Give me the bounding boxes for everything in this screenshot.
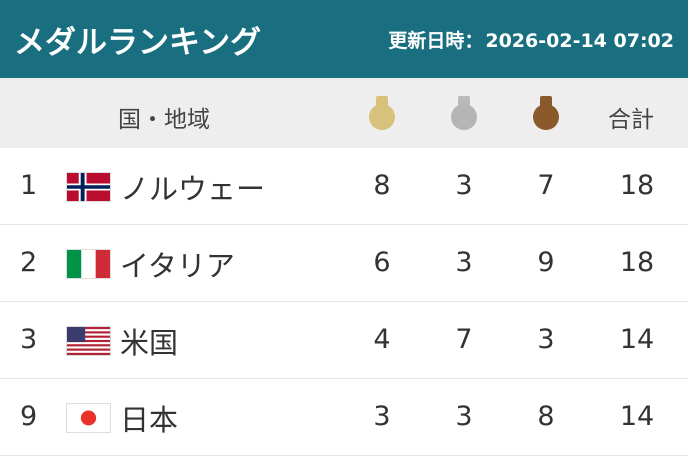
rank-value: 9 — [20, 401, 38, 432]
table-row[interactable]: 1 ノルウェー 8 3 7 18 — [0, 148, 688, 225]
gold-count: 3 — [373, 401, 391, 432]
norway-flag-icon — [66, 172, 111, 202]
silver-medal-icon — [451, 96, 477, 134]
updated-label: 更新日時： — [388, 29, 484, 52]
rank-value: 3 — [20, 324, 38, 355]
silver-count: 3 — [455, 170, 473, 201]
updated-value: 2026-02-14 07:02 — [485, 29, 674, 52]
gold-medal-icon — [369, 96, 395, 134]
bronze-count: 8 — [537, 401, 555, 432]
header-bar: メダルランキング 更新日時： 2026-02-14 07:02 — [0, 0, 688, 78]
gold-count: 4 — [373, 324, 391, 355]
page-title: メダルランキング — [14, 24, 262, 61]
country-name: イタリア — [120, 249, 235, 283]
gold-count: 8 — [373, 170, 391, 201]
rank-value: 1 — [20, 170, 38, 201]
column-header-country: 国・地域 — [118, 107, 210, 133]
silver-count: 3 — [455, 401, 473, 432]
table-row[interactable]: 2 イタリア 6 3 9 18 — [0, 225, 688, 302]
country-name: 米国 — [120, 326, 179, 360]
column-header-total: 合計 — [608, 107, 654, 133]
bronze-count: 3 — [537, 324, 555, 355]
table-row[interactable]: 9 日本 3 3 8 14 — [0, 379, 688, 456]
silver-count: 7 — [455, 324, 473, 355]
bronze-medal-icon — [533, 96, 559, 134]
italy-flag-icon — [66, 249, 111, 279]
country-name: 日本 — [120, 403, 179, 437]
usa-flag-icon — [66, 326, 111, 356]
column-header-row: 国・地域 合計 — [0, 78, 688, 148]
bronze-count: 7 — [537, 170, 555, 201]
table-row[interactable]: 3 米国 4 7 3 14 — [0, 302, 688, 379]
total-count: 18 — [619, 170, 655, 201]
updated-timestamp: 更新日時： 2026-02-14 07:02 — [386, 26, 674, 53]
rank-value: 2 — [20, 247, 38, 278]
total-count: 18 — [619, 247, 655, 278]
bronze-count: 9 — [537, 247, 555, 278]
total-count: 14 — [619, 401, 655, 432]
total-count: 14 — [619, 324, 655, 355]
country-name: ノルウェー — [120, 172, 266, 206]
gold-count: 6 — [373, 247, 391, 278]
silver-count: 3 — [455, 247, 473, 278]
japan-flag-icon — [66, 403, 111, 433]
